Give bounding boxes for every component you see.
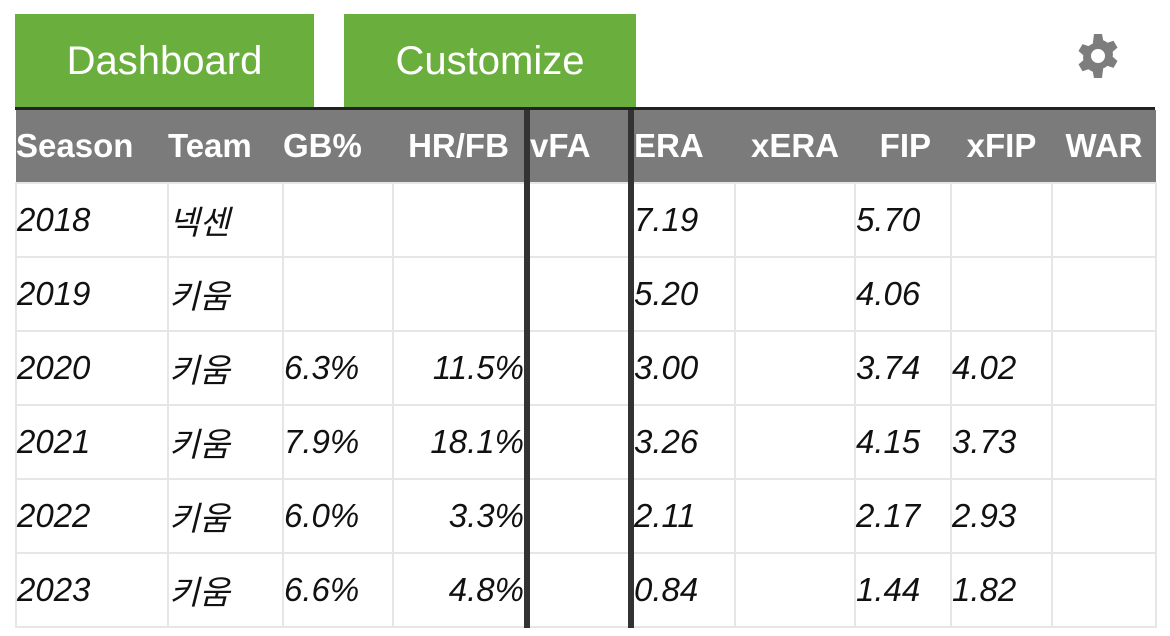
team-link[interactable]: 키움	[169, 574, 230, 611]
tab-dashboard[interactable]: Dashboard	[15, 14, 314, 108]
xfip-cell: 3.73	[950, 404, 1053, 480]
era-cell: 0.84	[628, 552, 736, 628]
team-cell[interactable]: 키움	[167, 404, 284, 480]
col-header-team[interactable]: Team	[168, 110, 283, 183]
col-header-fip[interactable]: FIP	[855, 110, 951, 183]
table-header-row: Season Team GB% HR/FB vFA ERA xERA FIP x…	[16, 110, 1156, 183]
hr-fb-cell: 4.8%	[392, 552, 528, 628]
team-cell[interactable]: 키움	[167, 256, 284, 332]
fip-cell: 3.74	[854, 330, 952, 406]
war-cell	[1051, 552, 1157, 628]
vfa-cell	[524, 552, 632, 628]
xera-cell	[734, 182, 856, 258]
team-link[interactable]: 키움	[169, 278, 230, 315]
header-divider-line	[15, 107, 1155, 110]
era-cell: 3.00	[628, 330, 736, 406]
era-cell: 2.11	[628, 478, 736, 554]
col-header-xera[interactable]: xERA	[735, 110, 855, 183]
season-cell: 2020	[15, 330, 169, 406]
stats-table: Season Team GB% HR/FB vFA ERA xERA FIP x…	[15, 110, 1157, 628]
era-cell: 3.26	[628, 404, 736, 480]
hr-fb-cell: 3.3%	[392, 478, 528, 554]
season-cell: 2021	[15, 404, 169, 480]
col-header-xfip[interactable]: xFIP	[951, 110, 1052, 183]
vfa-cell	[524, 182, 632, 258]
table-row: 2019 키움 5.20 4.06	[15, 256, 1157, 332]
fip-cell: 5.70	[854, 182, 952, 258]
fip-cell: 4.15	[854, 404, 952, 480]
team-link[interactable]: 키움	[169, 352, 230, 389]
team-cell[interactable]: 키움	[167, 478, 284, 554]
xera-cell	[734, 330, 856, 406]
table-row: 2020 키움 6.3% 11.5% 3.00 3.74 4.02	[15, 330, 1157, 406]
xfip-cell	[950, 182, 1053, 258]
gb-pct-cell: 6.0%	[282, 478, 394, 554]
fip-cell: 4.06	[854, 256, 952, 332]
team-cell[interactable]: 키움	[167, 330, 284, 406]
col-header-war[interactable]: WAR	[1052, 110, 1156, 183]
col-header-era[interactable]: ERA	[628, 110, 735, 183]
war-cell	[1051, 330, 1157, 406]
fip-cell: 1.44	[854, 552, 952, 628]
xera-cell	[734, 404, 856, 480]
table-row: 2023 키움 6.6% 4.8% 0.84 1.44 1.82	[15, 552, 1157, 628]
era-cell: 5.20	[628, 256, 736, 332]
vfa-cell	[524, 330, 632, 406]
fip-cell: 2.17	[854, 478, 952, 554]
team-link[interactable]: 넥센	[169, 204, 230, 241]
gb-pct-cell	[282, 182, 394, 258]
team-link[interactable]: 키움	[169, 426, 230, 463]
gb-pct-cell	[282, 256, 394, 332]
xera-cell	[734, 256, 856, 332]
xera-cell	[734, 478, 856, 554]
tab-customize[interactable]: Customize	[344, 14, 636, 108]
season-cell: 2018	[15, 182, 169, 258]
team-link[interactable]: 키움	[169, 500, 230, 537]
table-row: 2022 키움 6.0% 3.3% 2.11 2.17 2.93	[15, 478, 1157, 554]
col-header-gb-pct[interactable]: GB%	[283, 110, 393, 183]
hr-fb-cell	[392, 256, 528, 332]
season-cell: 2022	[15, 478, 169, 554]
xfip-cell: 4.02	[950, 330, 1053, 406]
xfip-cell: 2.93	[950, 478, 1053, 554]
gear-icon[interactable]	[1074, 32, 1122, 80]
hr-fb-cell	[392, 182, 528, 258]
war-cell	[1051, 478, 1157, 554]
war-cell	[1051, 256, 1157, 332]
table-row: 2018 넥센 7.19 5.70	[15, 182, 1157, 258]
xfip-cell	[950, 256, 1053, 332]
xfip-cell: 1.82	[950, 552, 1053, 628]
col-header-hr-fb[interactable]: HR/FB	[393, 110, 527, 183]
hr-fb-cell: 11.5%	[392, 330, 528, 406]
war-cell	[1051, 404, 1157, 480]
war-cell	[1051, 182, 1157, 258]
gb-pct-cell: 7.9%	[282, 404, 394, 480]
era-cell: 7.19	[628, 182, 736, 258]
vfa-cell	[524, 404, 632, 480]
vfa-cell	[524, 478, 632, 554]
hr-fb-cell: 18.1%	[392, 404, 528, 480]
season-cell: 2023	[15, 552, 169, 628]
col-header-season[interactable]: Season	[16, 110, 168, 183]
team-cell[interactable]: 넥센	[167, 182, 284, 258]
table-row: 2021 키움 7.9% 18.1% 3.26 4.15 3.73	[15, 404, 1157, 480]
season-cell: 2019	[15, 256, 169, 332]
team-cell[interactable]: 키움	[167, 552, 284, 628]
gb-pct-cell: 6.3%	[282, 330, 394, 406]
gb-pct-cell: 6.6%	[282, 552, 394, 628]
col-header-vfa[interactable]: vFA	[524, 110, 631, 183]
vfa-cell	[524, 256, 632, 332]
tab-bar: Dashboard Customize	[0, 0, 1170, 110]
xera-cell	[734, 552, 856, 628]
